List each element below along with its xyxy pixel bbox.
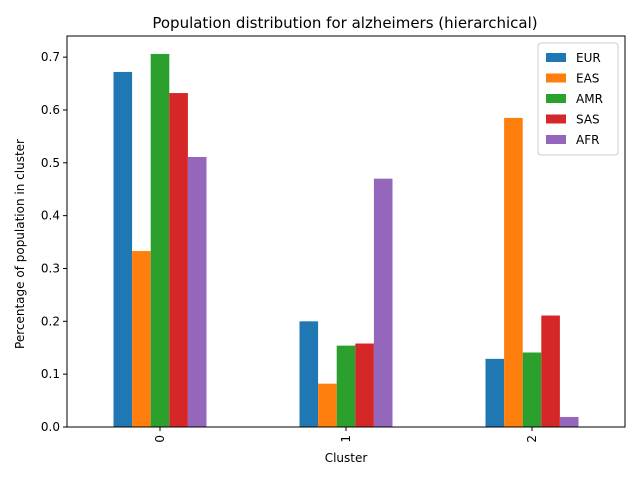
legend-label: AMR	[576, 92, 603, 106]
bar	[299, 321, 319, 427]
y-tick-label: 0.7	[41, 50, 60, 64]
y-tick-label: 0.4	[41, 209, 60, 223]
legend-swatch	[546, 73, 566, 83]
y-axis-label: Percentage of population in cluster	[13, 139, 27, 349]
bar	[485, 358, 505, 427]
plot-area	[66, 35, 626, 428]
legend-label: EAS	[576, 72, 599, 86]
x-tick-label: 2	[525, 435, 539, 443]
bar	[187, 156, 207, 427]
y-tick-label: 0.1	[41, 367, 60, 381]
bar	[150, 53, 170, 427]
y-tick-label: 0.0	[41, 420, 60, 434]
bar	[169, 93, 188, 427]
legend-swatch	[546, 94, 566, 103]
bar	[559, 416, 579, 427]
bar	[522, 352, 542, 427]
y-tick-label: 0.3	[41, 261, 60, 275]
legend: EUR EAS AMR SAS AFR	[537, 42, 619, 156]
bar	[132, 251, 151, 427]
y-tick-label: 0.5	[41, 156, 60, 170]
y-axis: 0.0 0.1 0.2 0.3 0.4 0.5 0.6 0.7	[41, 50, 67, 434]
x-axis: 0 1 2	[153, 427, 539, 443]
bar	[336, 345, 356, 427]
bar	[373, 178, 393, 427]
legend-frame	[537, 42, 619, 156]
legend-swatch	[546, 135, 566, 144]
legend-swatch	[546, 53, 566, 62]
legend-label: AFR	[576, 133, 599, 147]
chart-title: Population distribution for alzheimers (…	[152, 14, 537, 32]
y-tick-label: 0.6	[41, 103, 60, 117]
bar	[504, 117, 523, 427]
y-tick-label: 0.2	[41, 314, 60, 328]
bar	[113, 71, 133, 427]
legend-label: SAS	[576, 113, 600, 127]
legend-swatch	[546, 114, 566, 124]
bar	[355, 343, 374, 427]
x-tick-label: 0	[153, 435, 167, 443]
x-axis-label: Cluster	[325, 451, 368, 465]
bar	[318, 383, 337, 427]
bar	[541, 315, 560, 427]
x-tick-label: 1	[339, 435, 353, 443]
legend-label: EUR	[576, 51, 601, 65]
